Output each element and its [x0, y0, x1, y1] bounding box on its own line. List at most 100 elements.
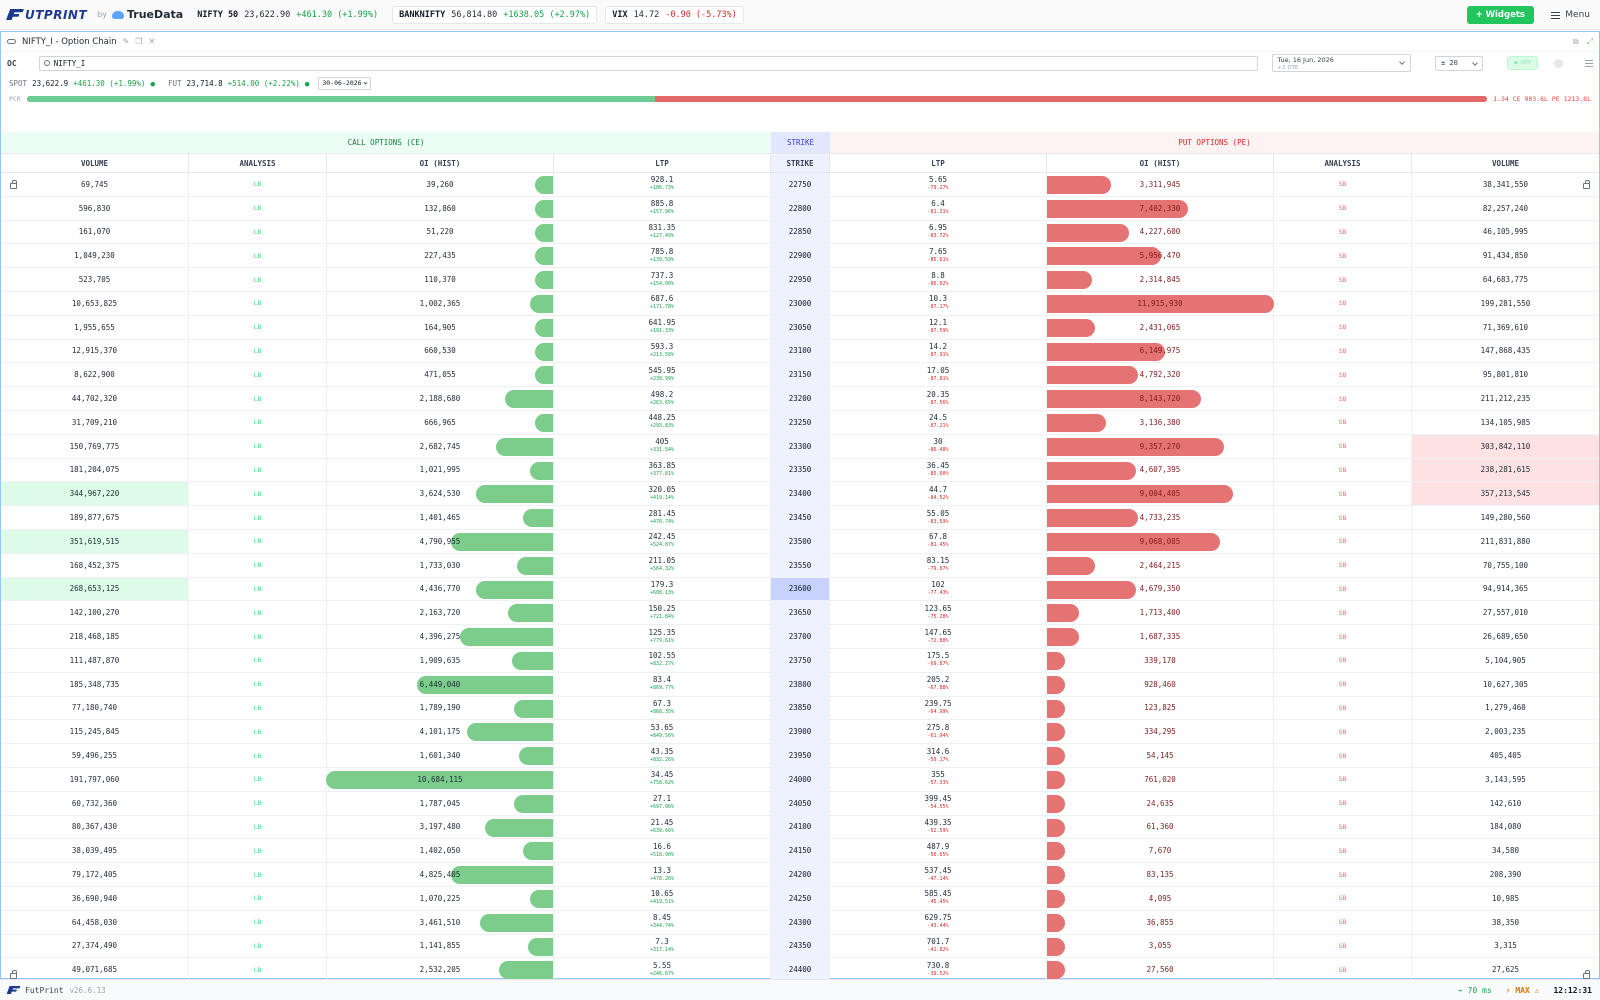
settings-dot-icon[interactable] [1554, 58, 1564, 68]
ce-ltp-cell[interactable]: 13.3 +478.26% [554, 863, 771, 886]
strike-cell[interactable]: 24300 [771, 910, 830, 934]
pe-ltp-cell[interactable]: 5.65 -79.27% [830, 173, 1047, 196]
lock-icon[interactable] [1583, 180, 1590, 189]
strike-cell[interactable]: 23700 [771, 625, 830, 648]
pe-ltp-cell[interactable]: 439.35 -52.59% [830, 815, 1047, 839]
ce-ltp-cell[interactable]: 641.95 +191.33% [554, 315, 771, 339]
table-row[interactable]: 344,967,220 LB 3,624,530 320.05 +419.14% 2340… [1, 482, 1599, 507]
strike-cell[interactable]: 22950 [771, 268, 830, 291]
strike-cell[interactable]: 22750 [771, 173, 830, 196]
col-strike[interactable]: STRIKE [771, 154, 830, 172]
ce-ltp-cell[interactable]: 34.45 +758.62% [554, 768, 771, 791]
strike-cell[interactable]: 24000 [771, 768, 830, 791]
list-icon[interactable] [1585, 59, 1593, 67]
ce-ltp-cell[interactable]: 8.45 +344.74% [554, 910, 771, 934]
table-row[interactable]: 185,348,735 LB 6,449,040 83.4 +869.77% 23800 2… [1, 672, 1599, 697]
pe-ltp-cell[interactable]: 239.75 -64.99% [830, 696, 1047, 720]
table-row[interactable]: 351,619,515 LB 4,790,955 242.45 +524.87% 2350… [1, 530, 1599, 554]
pe-ltp-cell[interactable]: 7.65 -85.61% [830, 244, 1047, 268]
ce-ltp-cell[interactable]: 150.25 +721.84% [554, 601, 771, 625]
lock-icon[interactable] [1583, 970, 1590, 979]
lock-icon[interactable] [10, 180, 17, 189]
symbol-search-input[interactable]: NIFTY_I [38, 55, 1259, 71]
ce-ltp-cell[interactable]: 43.35 +832.26% [554, 744, 771, 767]
edit-icon[interactable]: ✎ [122, 37, 130, 46]
strike-cell[interactable]: 23300 [771, 434, 830, 458]
strike-cell[interactable]: 24100 [771, 815, 830, 839]
table-row[interactable]: 523,705 LB 110,370 737.3 +154.00% 22950 8.8 -86… [1, 268, 1599, 292]
strike-cell[interactable]: 23250 [771, 411, 830, 434]
table-row[interactable]: 44,702,320 LB 2,188,680 498.2 +263.65% 23200 2… [1, 387, 1599, 411]
strike-cell[interactable]: 23750 [771, 649, 830, 672]
table-row[interactable]: 1,049,230 LB 227,435 785.8 +139.59% 22900 7.65… [1, 244, 1599, 269]
ce-ltp-cell[interactable]: 737.3 +154.00% [554, 268, 771, 291]
close-icon[interactable]: ✕ [148, 37, 156, 46]
pe-ltp-cell[interactable]: 6.95 -83.72% [830, 220, 1047, 244]
ce-ltp-cell[interactable]: 10.65 +419.51% [554, 887, 771, 910]
table-row[interactable]: 181,204,075 LB 1,021,995 363.85 +377.81% 2335… [1, 458, 1599, 483]
col-ce-analysis[interactable]: ANALYSIS [189, 154, 327, 172]
pe-ltp-cell[interactable]: 537.45 -47.14% [830, 863, 1047, 886]
strike-cell[interactable]: 24400 [771, 958, 830, 982]
table-row[interactable]: 115,245,845 LB 4,101,175 53.65 +849.56% 23900… [1, 720, 1599, 745]
copy-icon[interactable]: ❐ [135, 37, 143, 46]
widgets-button[interactable]: + Widgets [1466, 6, 1534, 24]
strike-cell[interactable]: 22900 [771, 244, 830, 268]
table-row[interactable]: 218,468,185 LB 4,396,275 125.35 +779.61% 2370… [1, 625, 1599, 649]
pe-ltp-cell[interactable]: 123.65 -75.28% [830, 601, 1047, 625]
strike-cell[interactable]: 23150 [771, 363, 830, 387]
expand-icon[interactable]: ⤢ [1586, 36, 1593, 46]
ce-ltp-cell[interactable]: 67.3 +868.35% [554, 696, 771, 720]
pe-ltp-cell[interactable]: 399.45 -54.55% [830, 791, 1047, 815]
table-row[interactable]: 111,487,870 LB 1,909,635 102.55 +832.27% 2375… [1, 649, 1599, 673]
col-ce-ltp[interactable]: LTP [554, 154, 771, 172]
ce-ltp-cell[interactable]: 448.25 +293.83% [554, 411, 771, 434]
ce-ltp-cell[interactable]: 242.45 +524.87% [554, 530, 771, 553]
strike-cell[interactable]: 23400 [771, 482, 830, 506]
ce-ltp-cell[interactable]: 125.35 +779.61% [554, 625, 771, 648]
pe-ltp-cell[interactable]: 83.15 -79.67% [830, 553, 1047, 577]
pe-ltp-cell[interactable]: 102 -77.43% [830, 577, 1047, 601]
ticker-banknifty[interactable]: BANKNIFTY 56,814.80 +1638.05 (+2.97%) [392, 5, 598, 24]
ce-ltp-cell[interactable]: 498.2 +263.65% [554, 387, 771, 410]
table-row[interactable]: 27,374,490 LB 1,141,855 7.3 +317.14% 24350 701… [1, 934, 1599, 959]
ce-ltp-cell[interactable]: 545.95 +238.99% [554, 363, 771, 387]
ce-ltp-cell[interactable]: 405 +331.54% [554, 434, 771, 458]
table-row[interactable]: 64,458,030 LB 3,461,510 8.45 +344.74% 24300 62… [1, 910, 1599, 935]
max-badge[interactable]: ⚡ MAX ⚠ [1506, 986, 1540, 995]
ce-ltp-cell[interactable]: 928.1 +186.73% [554, 173, 771, 196]
strike-cell[interactable]: 24200 [771, 863, 830, 886]
pe-ltp-cell[interactable]: 12.1 -87.59% [830, 315, 1047, 339]
ce-ltp-cell[interactable]: 320.05 +419.14% [554, 482, 771, 506]
pe-ltp-cell[interactable]: 314.6 -59.17% [830, 744, 1047, 767]
pe-ltp-cell[interactable]: 6.4 -81.31% [830, 196, 1047, 220]
pe-ltp-cell[interactable]: 36.45 -85.60% [830, 458, 1047, 482]
table-row[interactable]: 150,769,775 LB 2,682,745 405 +331.54% 23300 30… [1, 434, 1599, 459]
strike-cell[interactable]: 22850 [771, 220, 830, 244]
table-row[interactable]: 10,653,825 LB 1,002,365 687.6 +171.78% 23000 1… [1, 292, 1599, 316]
pe-ltp-cell[interactable]: 629.75 -43.44% [830, 910, 1047, 934]
pe-ltp-cell[interactable]: 55.05 -83.59% [830, 506, 1047, 529]
ce-ltp-cell[interactable]: 27.1 +697.06% [554, 791, 771, 815]
strike-cell[interactable]: 23200 [771, 387, 830, 410]
pe-ltp-cell[interactable]: 701.7 -41.82% [830, 934, 1047, 958]
ce-ltp-cell[interactable]: 179.3 +608.13% [554, 577, 771, 601]
strike-cell[interactable]: 23650 [771, 601, 830, 625]
col-pe-analysis[interactable]: ANALYSIS [1274, 154, 1412, 172]
ce-ltp-cell[interactable]: 593.3 +213.58% [554, 339, 771, 363]
ce-ltp-cell[interactable]: 83.4 +869.77% [554, 672, 771, 696]
table-row[interactable]: 142,100,270 LB 2,163,720 150.25 +721.84% 2365… [1, 601, 1599, 626]
strike-cell[interactable]: 23000 [771, 292, 830, 315]
strike-cell[interactable]: 24050 [771, 791, 830, 815]
expiry-select[interactable]: 30-06-2026 [318, 76, 371, 90]
strike-cell[interactable]: 22800 [771, 196, 830, 220]
table-row[interactable]: 31,709,210 LB 666,965 448.25 +293.83% 23250 24… [1, 411, 1599, 435]
ce-ltp-cell[interactable]: 5.55 +246.67% [554, 958, 771, 982]
table-row[interactable]: 77,180,740 LB 1,789,190 67.3 +868.35% 23850 23… [1, 696, 1599, 721]
strike-cell[interactable]: 23350 [771, 458, 830, 482]
strike-cell[interactable]: 23500 [771, 530, 830, 553]
popout-icon[interactable]: ⧉ [1572, 36, 1579, 46]
table-row[interactable]: 60,732,360 LB 1,787,045 27.1 +697.06% 24050 39… [1, 791, 1599, 816]
col-pe-ltp[interactable]: LTP [830, 154, 1047, 172]
table-row[interactable]: 191,797,060 LB 10,684,115 34.45 +758.62% 2400… [1, 768, 1599, 792]
